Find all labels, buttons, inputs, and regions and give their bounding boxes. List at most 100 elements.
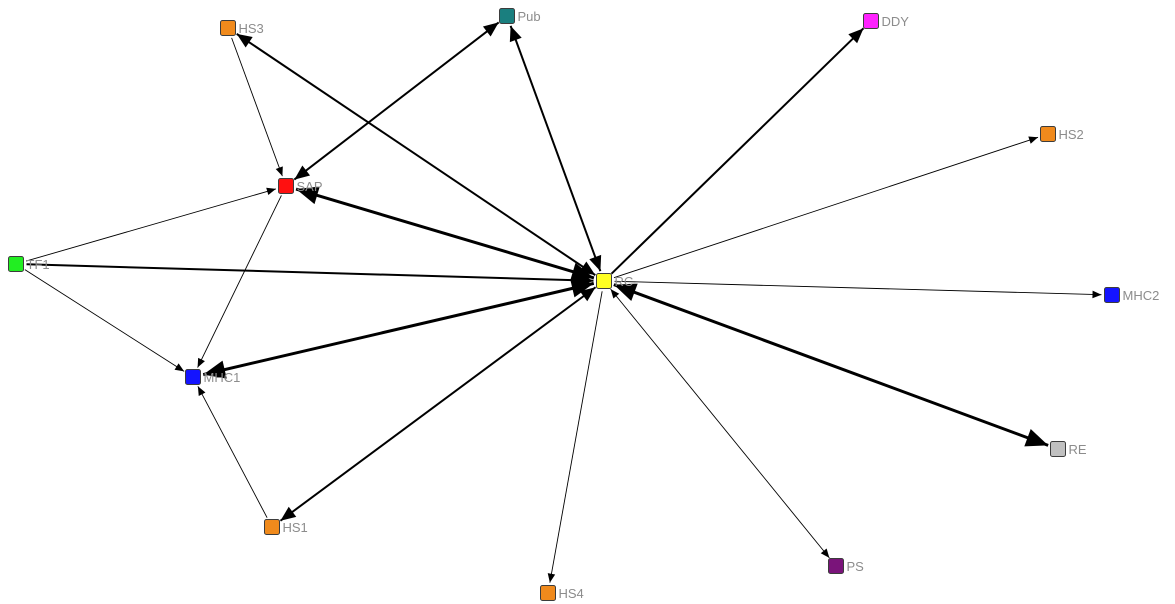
node-rc[interactable]: RC: [596, 273, 634, 290]
node-box[interactable]: [278, 178, 294, 194]
edge-arrowhead: [820, 548, 830, 558]
edge-arrowhead-reverse: [589, 254, 602, 272]
node-box[interactable]: [863, 13, 879, 29]
edge-line: [509, 25, 602, 272]
edge-arrowhead: [280, 506, 297, 521]
edge-arrowhead: [296, 186, 320, 205]
edge-tf1-mhc1: [24, 269, 185, 372]
edge-line: [610, 288, 830, 559]
node-label: DDY: [882, 14, 910, 29]
node-label: Pub: [518, 9, 541, 24]
edge-line: [197, 195, 282, 368]
edge-arrowhead: [174, 363, 185, 372]
edge-rc-ps: [610, 288, 830, 559]
node-label: PS: [847, 559, 865, 574]
node-hs3[interactable]: HS3: [220, 20, 264, 37]
node-label: HS1: [283, 520, 308, 535]
edges-layer: [24, 21, 1102, 583]
edge-arrowhead: [547, 573, 556, 583]
edge-arrowhead-reverse: [570, 279, 594, 298]
edge-arrowhead: [482, 22, 499, 37]
edge-rc-ddy: [610, 27, 865, 275]
edge-hs1-mhc1: [197, 386, 268, 518]
node-label: HS4: [559, 586, 584, 601]
edge-arrowhead-reverse: [294, 165, 311, 180]
node-box[interactable]: [828, 558, 844, 574]
edge-rc-hs4: [547, 291, 603, 583]
node-hs1[interactable]: HS1: [264, 519, 308, 536]
edge-tf1-sap: [25, 187, 277, 262]
edge-line: [613, 136, 1039, 279]
node-box[interactable]: [1050, 441, 1066, 457]
node-label: MHC2: [1123, 288, 1160, 303]
edge-sap-pub: [293, 21, 500, 181]
node-box[interactable]: [1040, 126, 1056, 142]
node-box[interactable]: [540, 585, 556, 601]
edge-rc-re: [613, 283, 1049, 447]
node-box[interactable]: [499, 8, 515, 24]
edge-rc-sap: [295, 186, 595, 281]
node-label: HS2: [1059, 127, 1084, 142]
edge-arrowhead: [203, 360, 227, 379]
edge-rc-mhc2: [614, 280, 1102, 299]
edge-arrowhead: [197, 386, 206, 397]
edge-line: [610, 27, 865, 275]
edge-line: [197, 386, 268, 518]
edge-arrowhead: [275, 166, 283, 177]
edge-arrowhead-reverse: [570, 262, 594, 281]
edge-line: [549, 291, 603, 583]
node-box[interactable]: [185, 369, 201, 385]
edge-line: [295, 187, 595, 280]
edge-arrowhead: [848, 28, 864, 44]
node-box[interactable]: [220, 20, 236, 36]
edge-rc-hs2: [613, 136, 1039, 279]
node-box[interactable]: [596, 273, 612, 289]
node-sap[interactable]: SAP: [278, 178, 323, 195]
edge-hs3-sap: [231, 37, 283, 177]
edge-rc-pub: [509, 25, 602, 272]
edge-line: [231, 37, 283, 177]
edge-sap-mhc1: [197, 195, 282, 368]
edge-arrowhead-reverse: [613, 283, 638, 301]
edge-line: [24, 269, 185, 372]
nodes-layer: HS3 Pub DDY HS2 SAP TF1 RC MHC2 MHC1 RE HS1 PS HS4: [8, 8, 1160, 602]
edge-arrowhead: [236, 33, 253, 48]
node-re[interactable]: RE: [1050, 441, 1087, 458]
edge-line: [236, 33, 596, 276]
node-tf1[interactable]: TF1: [8, 256, 50, 273]
node-hs4[interactable]: HS4: [540, 585, 584, 602]
node-hs2[interactable]: HS2: [1040, 126, 1084, 143]
edge-arrowhead: [266, 187, 276, 196]
edge-line: [26, 263, 594, 282]
node-label: RC: [615, 274, 634, 289]
edge-line: [25, 188, 277, 262]
edge-rc-hs3: [236, 33, 596, 276]
node-label: MHC1: [204, 370, 241, 385]
edge-rc-mhc1: [202, 279, 595, 379]
node-ps[interactable]: PS: [828, 558, 865, 575]
node-mhc2[interactable]: MHC2: [1104, 287, 1160, 304]
edge-arrowhead-reverse: [610, 289, 620, 299]
edge-rc-hs1: [279, 286, 597, 522]
edge-line: [279, 286, 597, 522]
node-label: HS3: [239, 21, 264, 36]
node-label: SAP: [297, 179, 323, 194]
node-label: RE: [1069, 442, 1087, 457]
edge-line: [202, 281, 595, 377]
node-box[interactable]: [1104, 287, 1120, 303]
node-label: TF1: [27, 257, 50, 272]
node-ddy[interactable]: DDY: [863, 13, 910, 30]
edge-line: [613, 283, 1049, 447]
edge-arrowhead: [1092, 290, 1102, 299]
edge-line: [614, 280, 1102, 296]
edge-tf1-rc: [26, 263, 594, 287]
node-box[interactable]: [264, 519, 280, 535]
edge-line: [293, 21, 500, 181]
node-pub[interactable]: Pub: [499, 8, 541, 25]
edge-arrowhead: [197, 357, 205, 368]
edge-arrowhead: [1028, 136, 1039, 144]
node-box[interactable]: [8, 256, 24, 272]
node-mhc1[interactable]: MHC1: [185, 369, 241, 386]
edge-arrowhead-reverse: [579, 287, 596, 302]
